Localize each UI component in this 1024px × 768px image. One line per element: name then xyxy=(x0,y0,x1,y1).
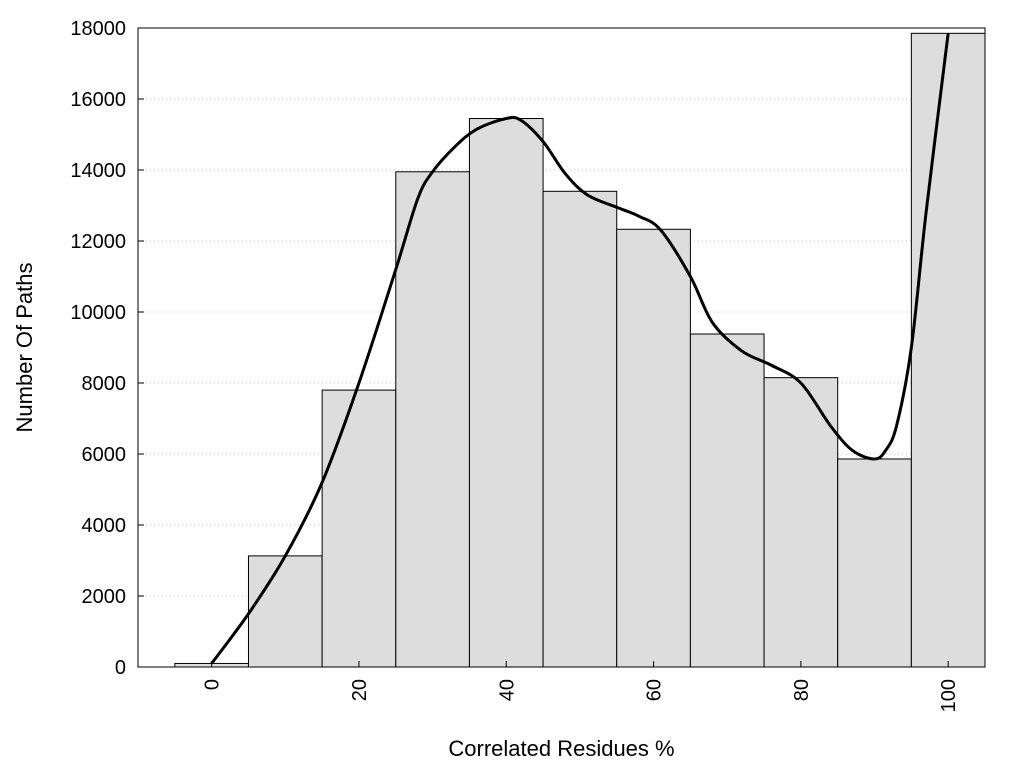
x-tick-label: 80 xyxy=(791,679,813,701)
x-tick-label: 0 xyxy=(202,679,224,690)
density-curve-line xyxy=(210,33,950,665)
y-tick-label: 6000 xyxy=(82,444,127,466)
histogram-bar xyxy=(321,389,397,668)
y-axis-title: Number Of Paths xyxy=(12,263,37,433)
histogram-bar xyxy=(395,171,470,668)
histogram-bar xyxy=(616,228,691,668)
histogram-bar xyxy=(542,190,618,668)
y-tick-label: 14000 xyxy=(70,160,126,182)
y-tick-label: 18000 xyxy=(70,18,126,40)
y-tick-label: 12000 xyxy=(70,231,126,253)
bars xyxy=(174,32,986,668)
y-tick-label: 10000 xyxy=(70,302,126,324)
histogram-bar xyxy=(910,32,986,668)
histogram-bar xyxy=(468,118,544,668)
y-tick-label: 2000 xyxy=(82,586,127,608)
y-axis-ticks: 0 2000 4000 6000 8000 10000 12000 14000 16000 180… xyxy=(70,18,144,679)
fit-curve xyxy=(210,33,950,665)
x-tick-label: 60 xyxy=(644,679,666,701)
y-tick-label: 0 xyxy=(115,657,126,679)
histogram-bar xyxy=(247,555,323,668)
histogram-bar xyxy=(689,333,765,668)
x-axis-title: Correlated Residues % xyxy=(448,736,674,761)
x-tick-label: 40 xyxy=(496,679,518,701)
x-tick-label: 20 xyxy=(349,679,371,701)
y-tick-label: 16000 xyxy=(70,89,126,111)
x-axis-ticks: 0 20 40 60 80 100 xyxy=(202,661,960,712)
plot-frame xyxy=(137,27,986,668)
y-tick-label: 4000 xyxy=(82,515,127,537)
histogram-bar xyxy=(837,458,912,668)
y-tick-label: 8000 xyxy=(82,373,127,395)
x-tick-label: 100 xyxy=(938,679,960,712)
